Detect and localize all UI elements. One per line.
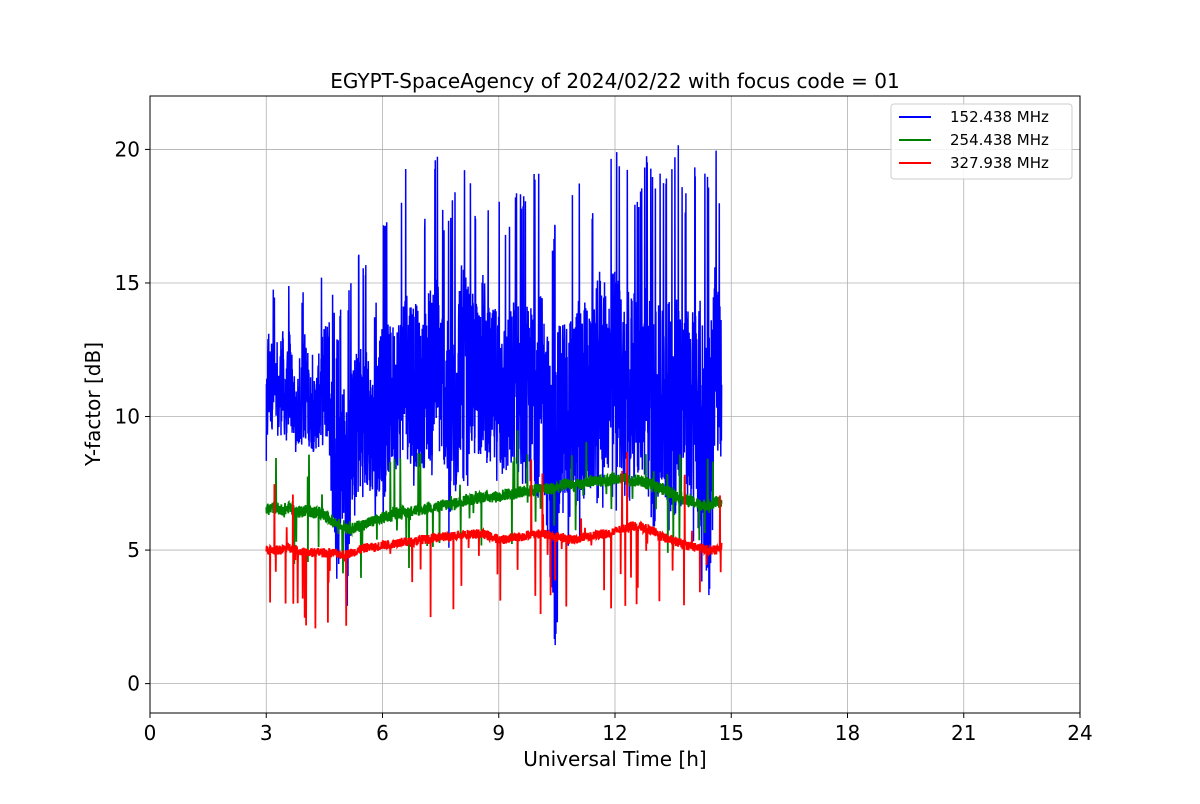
legend-label-254: 254.438 MHz	[950, 131, 1049, 149]
y-tick-label: 5	[127, 538, 140, 562]
y-tick-label: 15	[115, 271, 140, 295]
legend-box	[890, 103, 1073, 180]
data-layer	[265, 145, 723, 646]
x-axis-label: Universal Time [h]	[523, 747, 706, 771]
series-line-254	[265, 430, 723, 578]
legend-label-327: 327.938 MHz	[950, 154, 1049, 172]
chart-title: EGYPT-SpaceAgency of 2024/02/22 with foc…	[330, 69, 899, 93]
x-tick-label: 12	[602, 721, 627, 745]
series-line-152	[265, 145, 723, 646]
x-tick-label: 0	[144, 721, 157, 745]
y-tick-label: 0	[127, 672, 140, 696]
x-tick-label: 6	[376, 721, 389, 745]
legend-label-152: 152.438 MHz	[950, 108, 1049, 126]
x-tick-label: 18	[835, 721, 860, 745]
x-tick-label: 21	[951, 721, 976, 745]
legend: 152.438 MHz 254.438 MHz 327.938 MHz	[890, 103, 1073, 180]
y-tick-label: 20	[115, 137, 140, 161]
x-tick-label: 15	[719, 721, 744, 745]
x-tick-label: 9	[492, 721, 505, 745]
x-tick-label: 24	[1067, 721, 1092, 745]
y-tick-label: 10	[115, 405, 140, 429]
series-line-327	[265, 452, 723, 629]
tick-layer: 0 3 6 9 12 15 18 21 24 0 5 10 15 20	[115, 137, 1093, 745]
x-tick-label: 3	[260, 721, 273, 745]
y-axis-label: Y-factor [dB]	[81, 342, 105, 467]
